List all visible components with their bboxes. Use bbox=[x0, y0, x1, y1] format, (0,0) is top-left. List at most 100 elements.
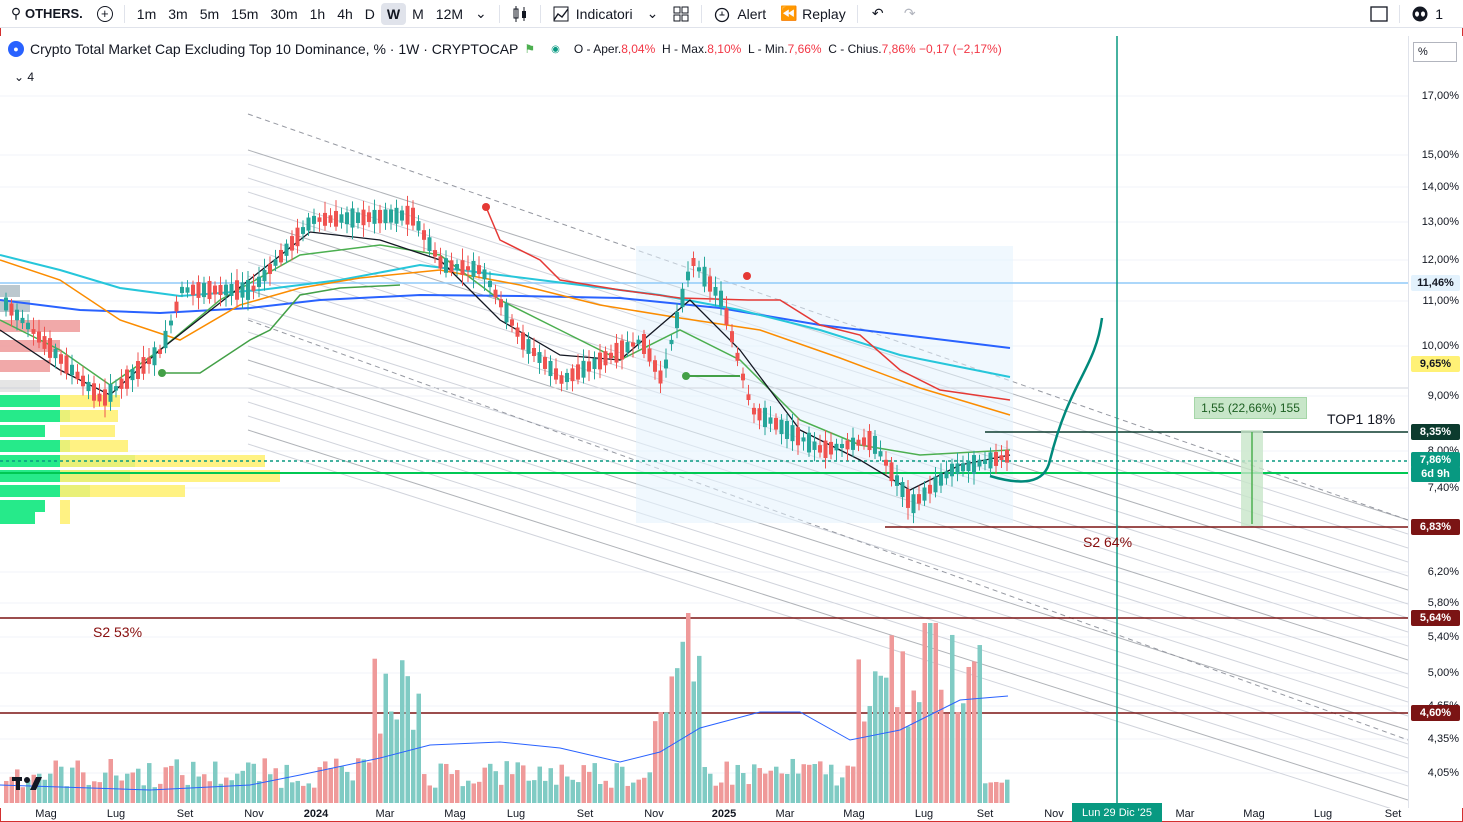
volume-bar bbox=[774, 766, 779, 803]
candle-body bbox=[312, 215, 316, 224]
candle-body bbox=[86, 381, 91, 392]
redo-button[interactable]: ↷ bbox=[894, 0, 926, 28]
volume-bar bbox=[950, 634, 955, 803]
volume-bar bbox=[191, 761, 196, 803]
undo-button[interactable]: ↶ bbox=[862, 0, 894, 28]
volume-bar bbox=[900, 651, 905, 803]
volume-bar bbox=[796, 773, 801, 803]
timeframe-30m[interactable]: 30m bbox=[270, 5, 298, 22]
candle-body bbox=[906, 489, 910, 508]
volume-bar bbox=[823, 774, 828, 803]
candle-body bbox=[752, 407, 756, 415]
volume-bar bbox=[895, 707, 900, 803]
indicators-toggle[interactable]: ⌄ 4 bbox=[14, 70, 34, 84]
pivot-dot bbox=[482, 203, 490, 211]
timeframe-12m[interactable]: 12M bbox=[435, 5, 464, 22]
chevron-down-icon[interactable]: ⌄ bbox=[475, 5, 487, 21]
candle-body bbox=[290, 236, 294, 251]
volume-bar bbox=[818, 761, 823, 803]
time-axis[interactable]: Mag Lug Set Nov 2024 Mar Mag Lug Set Nov 2025 Mar Ma… bbox=[0, 808, 1408, 822]
volume-bar bbox=[592, 763, 597, 803]
candle-body bbox=[345, 212, 349, 225]
price-tick: 13,00% bbox=[1421, 216, 1459, 228]
fullscreen-button[interactable] bbox=[1363, 0, 1395, 28]
candle-body bbox=[422, 230, 426, 240]
price-tick: 14,00% bbox=[1421, 181, 1459, 193]
timeframe-5m[interactable]: 5m bbox=[199, 5, 220, 22]
candle-body bbox=[955, 463, 960, 474]
volume-bar bbox=[675, 668, 680, 803]
volume-bar bbox=[438, 763, 443, 803]
volume-bar bbox=[779, 773, 784, 803]
candle-body bbox=[141, 357, 146, 374]
candle-body bbox=[510, 319, 514, 326]
indicators-menu-button[interactable]: ⌄ bbox=[640, 0, 666, 28]
volume-bar bbox=[235, 773, 240, 803]
low-value: 7,66% bbox=[787, 42, 822, 56]
alert-button[interactable]: Alert bbox=[706, 0, 773, 28]
candle-body bbox=[598, 352, 602, 370]
divider bbox=[856, 4, 858, 23]
chart-type-button[interactable] bbox=[504, 0, 536, 28]
timeframe-w[interactable]: W bbox=[380, 2, 407, 25]
candle-body bbox=[268, 264, 272, 274]
s2-right-annotation: S2 64% bbox=[1083, 534, 1133, 550]
timeframe-15m[interactable]: 15m bbox=[231, 5, 259, 22]
pivot-dot bbox=[682, 372, 690, 380]
candle-body bbox=[240, 282, 245, 298]
candle-body bbox=[944, 471, 949, 479]
timeframe-3m[interactable]: 3m bbox=[168, 5, 188, 22]
volume-bar bbox=[427, 785, 432, 803]
candle-body bbox=[328, 215, 333, 223]
candle-body bbox=[42, 336, 47, 349]
candle-body bbox=[845, 440, 850, 450]
candle-body bbox=[202, 282, 206, 298]
replay-button[interactable]: ⏪ Replay bbox=[773, 0, 853, 28]
top1-annotation: TOP1 18% bbox=[1327, 411, 1396, 427]
volume-bar bbox=[400, 660, 405, 803]
layouts-button[interactable]: 1 bbox=[1404, 0, 1463, 28]
candle-body bbox=[537, 352, 542, 363]
support-step bbox=[162, 284, 401, 374]
volume-bar bbox=[257, 781, 262, 803]
change-value: −0,17 (−2,17%) bbox=[918, 42, 1002, 56]
volume-bar bbox=[983, 783, 988, 803]
volume-bar bbox=[526, 780, 531, 803]
volume-profile-bar bbox=[0, 285, 20, 297]
volume-bar bbox=[559, 764, 564, 803]
timeframe-d[interactable]: D bbox=[364, 5, 375, 22]
price-axis[interactable]: 17,00% 15,00% 14,00% 13,00% 12,00% 11,00% 10,0… bbox=[1408, 36, 1463, 808]
candle-body bbox=[840, 443, 844, 449]
cursor-date-flag: Lun 29 Dic '25 bbox=[1072, 803, 1162, 822]
candle-body bbox=[70, 364, 74, 376]
timeframe-m[interactable]: M bbox=[412, 5, 424, 22]
candle-body bbox=[867, 430, 872, 451]
candle-body bbox=[306, 217, 311, 231]
time-label: Mag bbox=[843, 808, 865, 820]
candle-body bbox=[576, 364, 580, 380]
indicators-button[interactable]: Indicatori bbox=[545, 0, 640, 28]
scale-unit-box[interactable]: % bbox=[1413, 42, 1457, 62]
candle-body bbox=[460, 260, 465, 275]
price-tick: 5,80% bbox=[1427, 597, 1459, 609]
candle-body bbox=[988, 452, 993, 469]
timeframe-4h[interactable]: 4h bbox=[337, 5, 353, 22]
legend-title[interactable]: Crypto Total Market Cap Excluding Top 10… bbox=[30, 41, 519, 57]
add-symbol-button[interactable]: + bbox=[90, 0, 120, 28]
volume-bar bbox=[834, 785, 839, 803]
channel-line bbox=[247, 345, 1408, 717]
symbol-search[interactable]: ⚲ OTHERS. bbox=[0, 0, 90, 28]
volume-profile-bar bbox=[0, 500, 45, 512]
volume-bar bbox=[719, 782, 724, 803]
volume-bar bbox=[119, 780, 124, 803]
timeframe-1m[interactable]: 1m bbox=[136, 5, 157, 22]
layout-templates-button[interactable] bbox=[665, 0, 697, 28]
timeframe-1h[interactable]: 1h bbox=[309, 5, 326, 22]
symbol-label: OTHERS. bbox=[25, 6, 83, 21]
candle-body bbox=[889, 462, 894, 482]
chart-canvas[interactable] bbox=[0, 36, 1408, 808]
volume-bar bbox=[735, 764, 740, 803]
volume-bar bbox=[136, 768, 141, 803]
candle-body bbox=[394, 207, 399, 224]
volume-bar bbox=[532, 780, 537, 803]
